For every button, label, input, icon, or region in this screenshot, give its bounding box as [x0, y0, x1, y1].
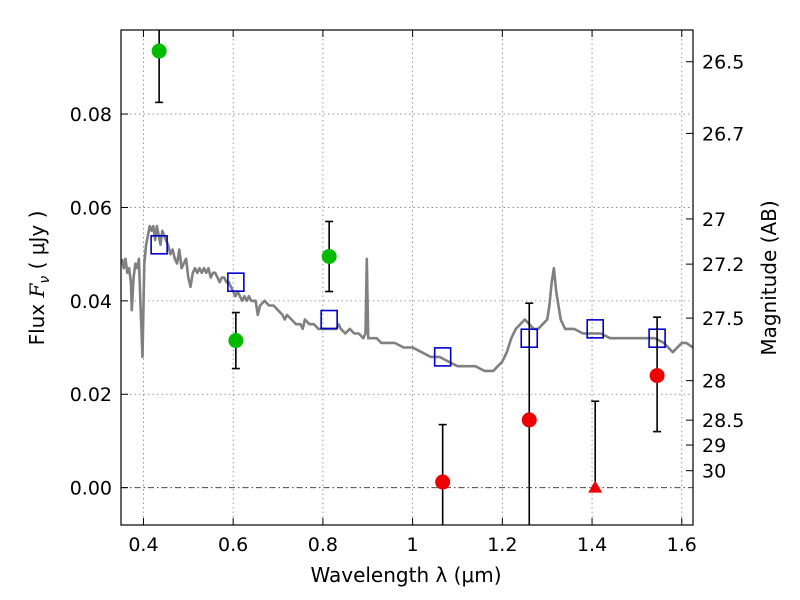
- y-axis-label: Flux Fν ( μJy ): [25, 211, 53, 346]
- x-axis-label: Wavelength λ (μm): [310, 563, 501, 587]
- green-data-point: [228, 333, 244, 349]
- grid: [121, 30, 693, 525]
- y-tick-label: 0.06: [70, 197, 112, 219]
- x-tick-label: 0.6: [218, 534, 248, 556]
- y2-tick-label: 27: [702, 209, 726, 231]
- model-flux-box: [433, 347, 452, 367]
- model-flux-box: [320, 309, 338, 330]
- red-data-point: [521, 412, 537, 428]
- green-data-point: [151, 43, 167, 59]
- x-tick-label: 1.6: [667, 534, 697, 556]
- model-flux-box: [227, 272, 245, 292]
- model-flux-box: [150, 235, 168, 255]
- y-tick-label: 0.02: [70, 384, 112, 406]
- y2-tick-label: 27.2: [702, 254, 744, 276]
- model-flux-box: [586, 319, 604, 339]
- green-data-point: [321, 248, 337, 264]
- red-data-point: [435, 474, 451, 490]
- upper-limit-marker: [588, 480, 603, 493]
- y-axis-label-prefix: Flux: [25, 297, 49, 345]
- axis-ticks: 0.4 0.6 0.8 1 1.2 1.4 1.6 0.00 0.02 0.04 0.06 0.08 2…: [70, 30, 744, 556]
- x-tick-label: 0.8: [308, 534, 338, 556]
- y-axis-label-variable: F: [25, 282, 49, 298]
- y2-tick-label: 30: [702, 461, 726, 483]
- red-data-point: [649, 368, 665, 384]
- y2-tick-label: 28: [702, 371, 726, 393]
- y-tick-label: 0.08: [70, 104, 112, 126]
- y2-tick-label: 26.5: [702, 52, 744, 74]
- y2-tick-label: 26.7: [702, 123, 744, 145]
- y2-tick-label: 27.5: [702, 308, 744, 330]
- y2-tick-label: 28.5: [702, 410, 744, 432]
- y2-tick-label: 29: [702, 435, 726, 457]
- x-tick-label: 0.4: [128, 534, 158, 556]
- y-tick-label: 0.00: [70, 478, 112, 500]
- plot-frame: [120, 29, 694, 526]
- plot-area: [121, 30, 693, 525]
- y-tick-label: 0.04: [70, 291, 112, 313]
- x-tick-label: 1.4: [577, 534, 607, 556]
- y2-axis-label: Magnitude (AB): [757, 200, 781, 355]
- y-axis-label-subscript: ν: [37, 276, 53, 284]
- x-tick-label: 1.2: [487, 534, 517, 556]
- y-axis-label-suffix: ( μJy ): [25, 211, 49, 276]
- x-tick-label: 1: [407, 534, 419, 556]
